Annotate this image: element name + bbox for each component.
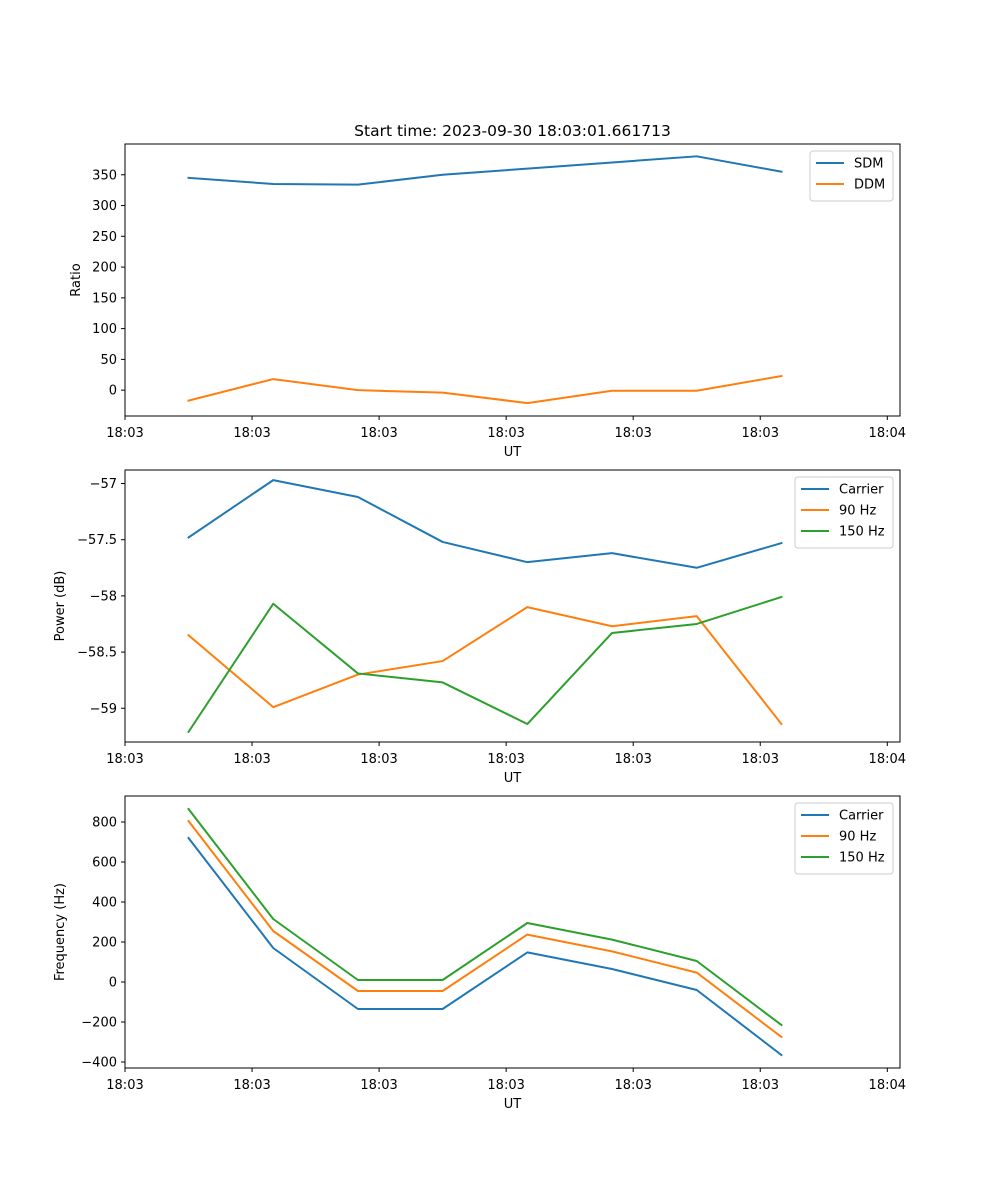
y-tick-label: −58.5 bbox=[77, 646, 117, 661]
y-tick-label: 50 bbox=[100, 353, 117, 368]
x-tick-label: 18:03 bbox=[614, 752, 651, 767]
axes-frame bbox=[124, 469, 901, 743]
series-line-90-hz bbox=[187, 606, 783, 726]
axes-frame bbox=[124, 795, 901, 1069]
y-tick-label: 0 bbox=[109, 976, 117, 991]
x-tick-label: 18:03 bbox=[233, 752, 270, 767]
y-tick-label: 250 bbox=[92, 230, 117, 245]
subplot-2: 18:03 18:03 18:03 18:03 18:03 18:03 18:04 −59 −5… bbox=[53, 469, 906, 786]
legend-label: Carrier bbox=[839, 483, 884, 498]
x-axis-label: UT bbox=[504, 1097, 522, 1112]
y-axis-label: Ratio bbox=[69, 263, 84, 296]
x-axis-label: UT bbox=[504, 445, 522, 460]
y-tick-label: 600 bbox=[92, 856, 117, 871]
subplot-1: 18:03 18:03 18:03 18:03 18:03 18:03 18:04 0 50 10… bbox=[69, 143, 906, 460]
x-tick-label: 18:03 bbox=[360, 1078, 397, 1093]
y-tick-label: 800 bbox=[92, 816, 117, 831]
x-tick-label: 18:04 bbox=[869, 1078, 906, 1093]
x-tick-label: 18:03 bbox=[614, 426, 651, 441]
series-line-150-hz bbox=[187, 595, 783, 734]
series-line-sdm bbox=[187, 155, 783, 186]
x-tick-label: 18:03 bbox=[487, 752, 524, 767]
y-tick-label: −57 bbox=[90, 477, 117, 492]
x-tick-label: 18:03 bbox=[742, 752, 779, 767]
x-tick-label: 18:03 bbox=[487, 426, 524, 441]
x-tick-label: 18:03 bbox=[742, 1078, 779, 1093]
x-tick-label: 18:03 bbox=[614, 1078, 651, 1093]
x-tick-label: 18:03 bbox=[106, 752, 143, 767]
figure-title: Start time: 2023-09-30 18:03:01.661713 bbox=[354, 122, 671, 140]
x-tick-label: 18:03 bbox=[487, 1078, 524, 1093]
y-tick-label: 200 bbox=[92, 261, 117, 276]
legend: Carrier 90 Hz 150 Hz bbox=[794, 802, 894, 875]
legend-label: 90 Hz bbox=[839, 830, 876, 845]
y-tick-label: 0 bbox=[109, 384, 117, 399]
series-line-carrier bbox=[187, 836, 783, 1057]
series-line-carrier bbox=[187, 479, 783, 569]
x-tick-label: 18:03 bbox=[742, 426, 779, 441]
y-tick-label: 350 bbox=[92, 168, 117, 183]
subplot-3: 18:03 18:03 18:03 18:03 18:03 18:03 18:04 −400 −… bbox=[53, 795, 906, 1112]
legend: Carrier 90 Hz 150 Hz bbox=[794, 476, 894, 549]
y-tick-label: 400 bbox=[92, 896, 117, 911]
series-line-90-hz bbox=[187, 819, 783, 1039]
series-line-150-hz bbox=[187, 807, 783, 1027]
x-tick-label: 18:03 bbox=[360, 752, 397, 767]
y-tick-label: −200 bbox=[81, 1016, 117, 1031]
legend-label: 150 Hz bbox=[839, 525, 885, 540]
y-tick-label: 100 bbox=[92, 322, 117, 337]
y-tick-label: 150 bbox=[92, 291, 117, 306]
legend-label: DDM bbox=[854, 178, 885, 193]
y-axis-label: Frequency (Hz) bbox=[53, 883, 68, 981]
legend-label: 90 Hz bbox=[839, 504, 876, 519]
x-tick-label: 18:03 bbox=[233, 1078, 270, 1093]
y-tick-label: −58 bbox=[90, 589, 117, 604]
x-tick-label: 18:03 bbox=[360, 426, 397, 441]
x-tick-label: 18:03 bbox=[106, 426, 143, 441]
axes-frame bbox=[124, 143, 901, 417]
legend: SDM DDM bbox=[809, 150, 894, 202]
legend-label: 150 Hz bbox=[839, 851, 885, 866]
subplots: 18:03 18:03 18:03 18:03 18:03 18:03 18:04 0 50 10… bbox=[53, 143, 906, 1112]
legend-label: SDM bbox=[854, 157, 883, 172]
x-tick-label: 18:04 bbox=[869, 426, 906, 441]
y-axis-label: Power (dB) bbox=[53, 571, 68, 642]
x-tick-label: 18:03 bbox=[233, 426, 270, 441]
x-tick-label: 18:04 bbox=[869, 752, 906, 767]
x-tick-label: 18:03 bbox=[106, 1078, 143, 1093]
y-tick-label: 300 bbox=[92, 199, 117, 214]
y-tick-label: −400 bbox=[81, 1056, 117, 1071]
y-tick-label: −59 bbox=[90, 702, 117, 717]
y-tick-label: 200 bbox=[92, 936, 117, 951]
series-line-ddm bbox=[187, 374, 783, 405]
y-tick-label: −57.5 bbox=[77, 533, 117, 548]
legend-label: Carrier bbox=[839, 809, 884, 824]
x-axis-label: UT bbox=[504, 771, 522, 786]
